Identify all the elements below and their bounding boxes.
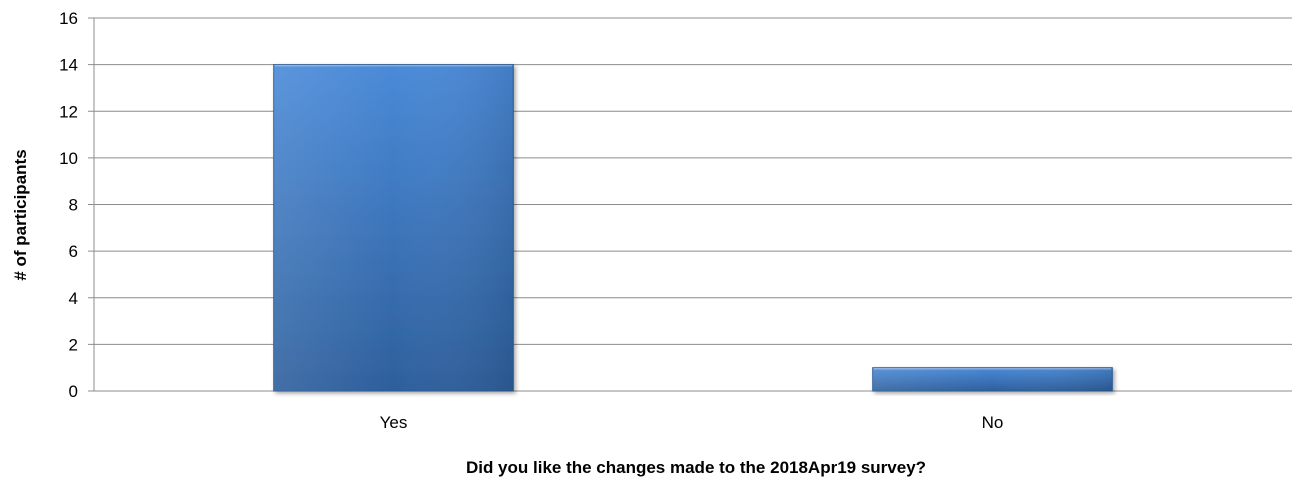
bars [273,64,1113,392]
x-tick-labels: Yes No [380,413,1004,432]
y-tick-label: 14 [59,56,78,75]
bar-sheen [872,367,1113,391]
y-tick-labels: 0 2 4 6 8 10 12 14 16 [59,9,78,401]
y-tick-label: 6 [69,242,78,261]
y-tick-label: 0 [69,382,78,401]
y-tick-label: 16 [59,9,78,28]
x-tick-label: No [982,413,1004,432]
bar-sheen [273,64,514,391]
y-tick-label: 12 [59,102,78,121]
y-tick-label: 2 [69,335,78,354]
y-tick-label: 4 [69,289,78,308]
y-axis-title: # of participants [11,149,30,280]
x-tick-label: Yes [380,413,408,432]
y-tick-label: 10 [59,149,78,168]
bar-no [872,367,1113,392]
x-axis-title: Did you like the changes made to the 201… [466,458,926,477]
y-tick-label: 8 [69,196,78,215]
bar-yes [273,64,514,392]
